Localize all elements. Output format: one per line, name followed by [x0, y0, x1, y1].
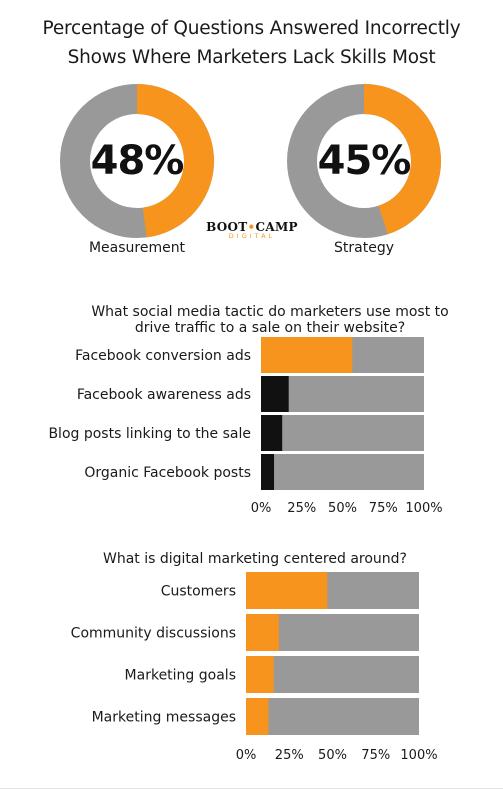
bar-label-facebook-awareness-ads: Facebook awareness ads: [77, 387, 251, 403]
bar-chart-digital-marketing-center: Customers Community discussions Marketing …: [71, 572, 438, 763]
page-title: Percentage of Questions Answered Incorre…: [0, 14, 503, 72]
donut-arc-measurement: [136, 84, 214, 238]
donut-svg-strategy: [287, 84, 441, 238]
x-tick-label: 75%: [369, 501, 398, 516]
donut-arc-strategy: [363, 84, 441, 235]
x-tick-label: 0%: [236, 748, 257, 763]
x-tick-label: 0%: [251, 501, 272, 516]
bottom-divider: [0, 788, 503, 789]
x-tick-label: 75%: [361, 748, 390, 763]
x-tick-label: 25%: [287, 501, 316, 516]
bar-customers: [246, 572, 328, 609]
donut-chart-strategy: 45%: [287, 84, 441, 238]
donut-percentage: 48%: [90, 138, 185, 184]
logo-word-camp: CAMP: [255, 220, 298, 234]
donut-svg-measurement: [60, 84, 214, 238]
title-line-2: Shows Where Marketers Lack Skills Most: [67, 47, 436, 68]
logo-wordmark: BOOT•CAMP: [206, 220, 298, 234]
bar-track-blog-posts-linking-to-the-sale: [261, 415, 424, 451]
bar-label-marketing-messages: Marketing messages: [92, 710, 236, 726]
bar-label-organic-facebook-posts: Organic Facebook posts: [84, 465, 251, 481]
bar-community-discussions: [246, 614, 279, 651]
donut-label-strategy: Strategy: [334, 240, 394, 256]
logo-dot: •: [247, 220, 256, 234]
donut-chart-measurement: 48%: [60, 84, 214, 238]
bar-track-marketing-messages: [246, 698, 419, 735]
bar-chart-1-title: What social media tactic do marketers us…: [60, 304, 480, 336]
bar-marketing-goals: [246, 656, 274, 693]
donut-label-measurement: Measurement: [88, 240, 186, 256]
bar-label-facebook-conversion-ads: Facebook conversion ads: [75, 348, 251, 364]
bar-chart-2-title: What is digital marketing centered aroun…: [60, 551, 450, 567]
title-line-1: Percentage of Questions Answered Incorre…: [42, 18, 461, 39]
logo-word-boot: BOOT: [206, 220, 248, 234]
bar-chart-1-title-line-1: What social media tactic do marketers us…: [91, 304, 449, 320]
bar-label-community-discussions: Community discussions: [71, 626, 236, 642]
bar-facebook-awareness-ads: [261, 376, 289, 412]
bar-chart-1-title-line-2: drive traffic to a sale on their website…: [134, 320, 406, 336]
x-tick-label: 100%: [400, 748, 437, 763]
bar-track-marketing-goals: [246, 656, 419, 693]
logo-subtitle: DIGITAL: [228, 232, 276, 240]
bar-label-customers: Customers: [161, 584, 236, 600]
x-tick-label: 25%: [275, 748, 304, 763]
bar-blog-posts-linking-to-the-sale: [261, 415, 283, 451]
x-tick-label: 100%: [405, 501, 442, 516]
bootcamp-digital-logo: BOOT•CAMP DIGITAL: [206, 220, 298, 240]
bar-label-marketing-goals: Marketing goals: [125, 668, 236, 684]
x-tick-label: 50%: [328, 501, 357, 516]
bar-chart-social-tactics: Facebook conversion ads Facebook awarenes…: [48, 337, 443, 516]
bar-track-organic-facebook-posts: [261, 454, 424, 490]
bar-label-blog-posts-linking-to-the-sale: Blog posts linking to the sale: [48, 426, 251, 442]
bar-chart-2-title-line-1: What is digital marketing centered aroun…: [103, 551, 407, 567]
donut-percentage: 45%: [317, 138, 412, 184]
bar-organic-facebook-posts: [261, 454, 275, 490]
bar-marketing-messages: [246, 698, 269, 735]
x-tick-label: 50%: [318, 748, 347, 763]
bar-facebook-conversion-ads: [261, 337, 353, 373]
